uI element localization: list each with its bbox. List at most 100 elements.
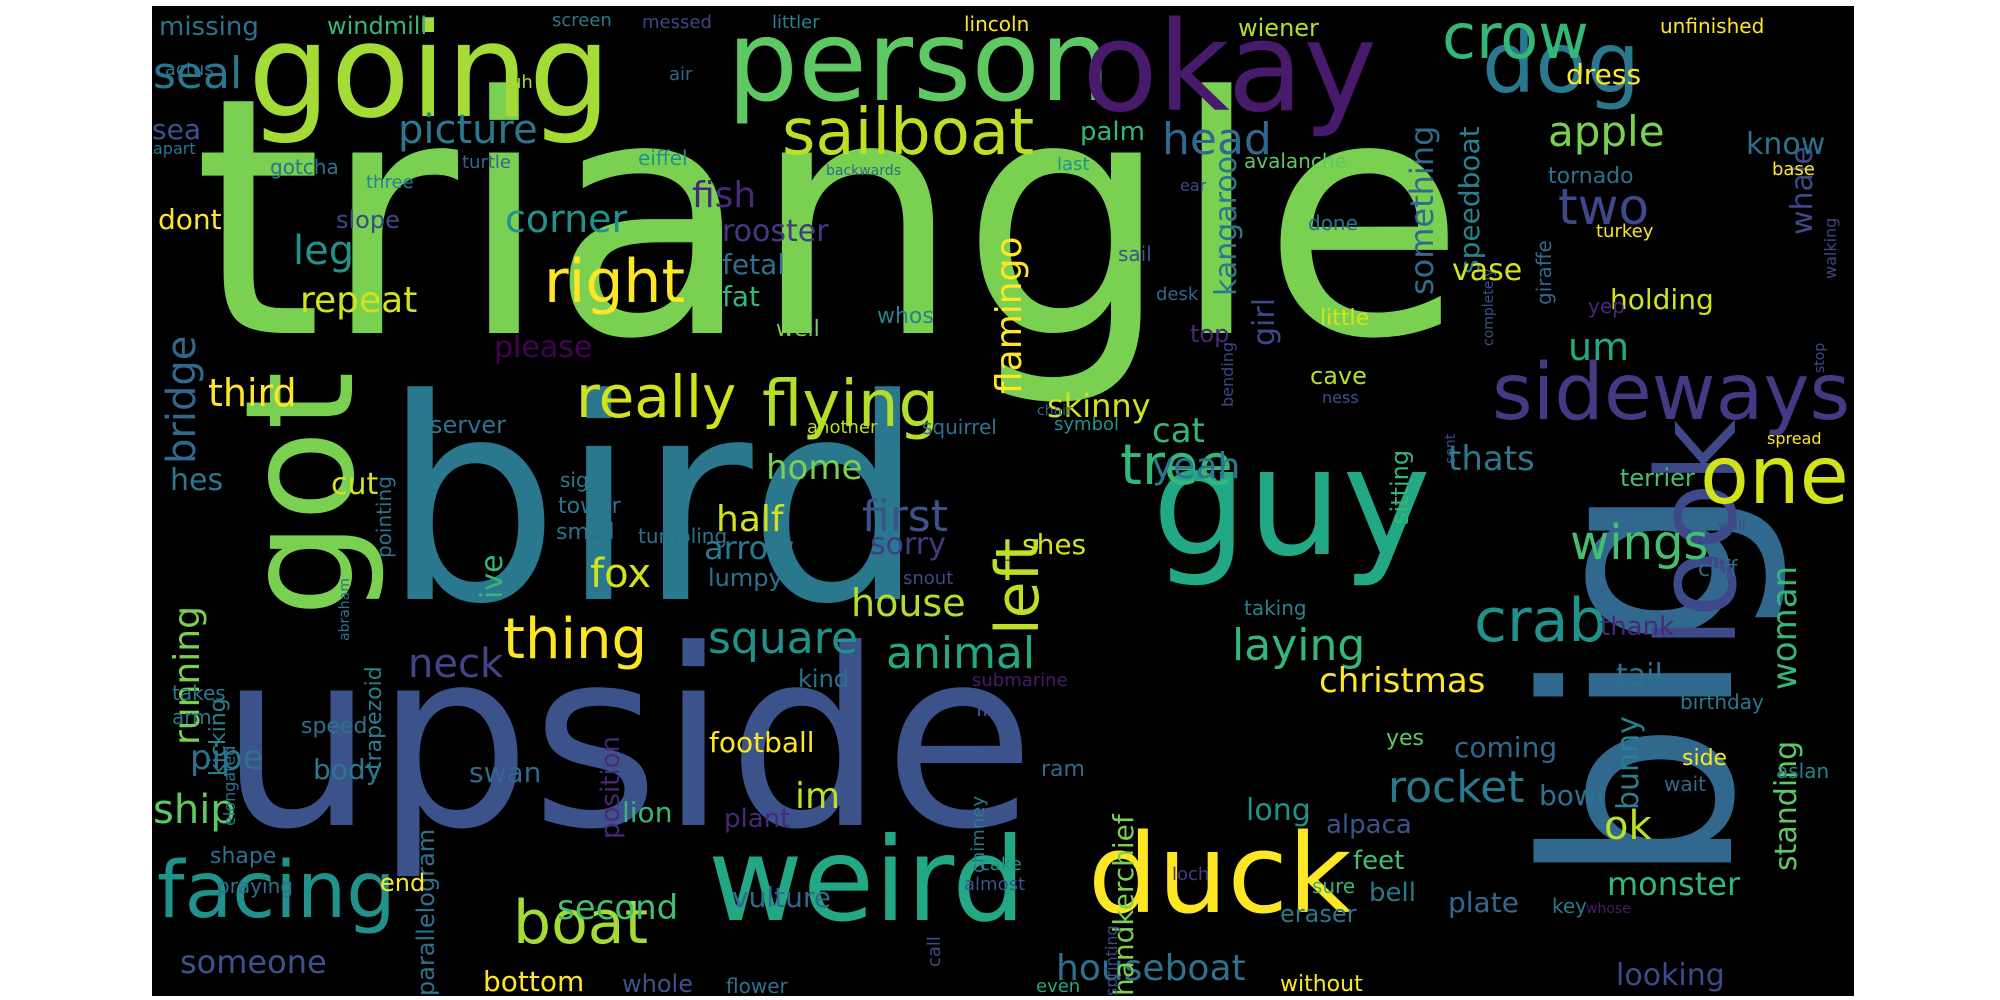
- word-whose: whose: [1586, 901, 1631, 917]
- word-sprinting: sprinting: [1102, 925, 1121, 996]
- word-call: call: [924, 936, 945, 967]
- word-two: two: [1558, 178, 1650, 236]
- word-vase: vase: [1452, 253, 1523, 288]
- word-pipe: pipe: [190, 738, 264, 778]
- word-woman: woman: [1765, 565, 1805, 690]
- word-bridge: bridge: [159, 335, 205, 464]
- word-without: without: [1280, 972, 1363, 996]
- word-side: side: [1682, 746, 1728, 771]
- word-turkey: turkey: [1596, 221, 1654, 242]
- word-abraham: abraham: [337, 578, 353, 641]
- word-turtle: turtle: [462, 152, 511, 173]
- word-fat: fat: [722, 280, 760, 313]
- word-ear: ear: [1180, 176, 1207, 195]
- word-cactus: cactus: [155, 59, 214, 80]
- word-sitting: sitting: [1386, 449, 1414, 525]
- word-gotcha: gotcha: [270, 155, 339, 179]
- word-christmas: christmas: [1319, 661, 1486, 701]
- word-desk: desk: [1156, 284, 1199, 305]
- word-cut: cut: [331, 467, 379, 502]
- word-football: football: [709, 726, 815, 759]
- word-feet: feet: [1353, 846, 1405, 876]
- word-plant: plant: [724, 804, 791, 834]
- word-dont: dont: [158, 203, 222, 236]
- word-hes: hes: [170, 463, 224, 498]
- word-sideways: sideways: [1492, 348, 1851, 438]
- word-windmill: windmill: [327, 12, 428, 40]
- word-skinny: skinny: [1047, 387, 1151, 425]
- word-walking: walking: [1821, 217, 1840, 279]
- word-boat: boat: [513, 888, 649, 958]
- word-speed: speed: [301, 714, 368, 739]
- word-messed: messed: [642, 12, 712, 33]
- word-flying: flying: [762, 368, 940, 442]
- word-chair: chair: [1037, 403, 1072, 419]
- word-symbol: symbol: [1054, 414, 1120, 435]
- word-three: three: [366, 172, 414, 193]
- word-okay: okay: [1082, 6, 1377, 140]
- word-submarine: submarine: [972, 670, 1068, 691]
- word-wings: wings: [1570, 515, 1709, 571]
- word-triangle: triangle: [193, 27, 1466, 411]
- word-tail: tail: [1616, 658, 1663, 693]
- word-head: head: [1162, 114, 1272, 165]
- word-littler: littler: [772, 12, 820, 33]
- word-ship: ship: [153, 787, 236, 833]
- word-cliff: cliff: [1698, 557, 1738, 582]
- word-alpaca: alpaca: [1326, 810, 1412, 840]
- word-going: going: [248, 6, 612, 147]
- word-tree: tree: [1120, 433, 1233, 498]
- word-thing: thing: [503, 607, 648, 672]
- word-ram: ram: [1041, 757, 1085, 782]
- word-takes: takes: [172, 681, 226, 705]
- word-bunny: bunny: [1611, 716, 1646, 810]
- word-thats: thats: [1448, 439, 1535, 479]
- word-slope: slope: [336, 206, 400, 234]
- word-well: well: [776, 317, 820, 342]
- word-tumbling: tumbling: [638, 524, 728, 548]
- word-rooster: rooster: [722, 214, 829, 249]
- word-whos: whos: [877, 304, 934, 329]
- word-last: last: [1057, 154, 1090, 175]
- word-leg: leg: [293, 228, 355, 274]
- word-tower: tower: [558, 494, 621, 519]
- word-flamingo: flamingo: [989, 236, 1030, 395]
- word-crow: crow: [1442, 6, 1589, 73]
- word-arm: arm: [172, 705, 212, 729]
- word-shes: shes: [1022, 528, 1087, 561]
- word-looking: looking: [1616, 958, 1725, 993]
- word-animal: animal: [886, 628, 1036, 679]
- word-fox: fox: [590, 551, 651, 597]
- word-ive: ive: [475, 554, 510, 599]
- word-eiffel: eiffel: [638, 146, 688, 170]
- word-dress: dress: [1566, 58, 1642, 91]
- word-sign: sign: [560, 468, 602, 492]
- word-ness: ness: [1322, 388, 1359, 407]
- word-know: know: [1746, 127, 1826, 162]
- word-half: half: [716, 499, 784, 540]
- word-swan: swan: [469, 756, 542, 789]
- word-guy: guy: [1152, 416, 1432, 590]
- word-giraffe: giraffe: [1532, 240, 1556, 305]
- word-weird: weird: [708, 813, 1026, 948]
- word-arrow: arrow: [704, 529, 795, 567]
- word-apple: apple: [1548, 107, 1665, 156]
- word-base: base: [1772, 159, 1815, 180]
- word-yep: yep: [1588, 294, 1625, 318]
- word-house: house: [851, 581, 966, 625]
- word-loch: loch: [1172, 864, 1210, 885]
- word-repeat: repeat: [300, 280, 418, 321]
- word-third: third: [208, 371, 297, 415]
- word-sea: sea: [152, 113, 201, 146]
- word-kind: kind: [798, 665, 850, 693]
- word-thank: thank: [1600, 612, 1675, 642]
- word-avalanche: avalanche: [1244, 149, 1347, 173]
- word-speedboat: speedboat: [1453, 126, 1486, 274]
- word-birthday: birthday: [1680, 690, 1764, 714]
- word-palm: palm: [1080, 117, 1145, 147]
- word-first: first: [862, 491, 948, 542]
- word-server: server: [430, 411, 506, 439]
- word-uh: uh: [510, 72, 533, 93]
- word-taking: taking: [1244, 596, 1307, 620]
- word-corner: corner: [505, 197, 628, 241]
